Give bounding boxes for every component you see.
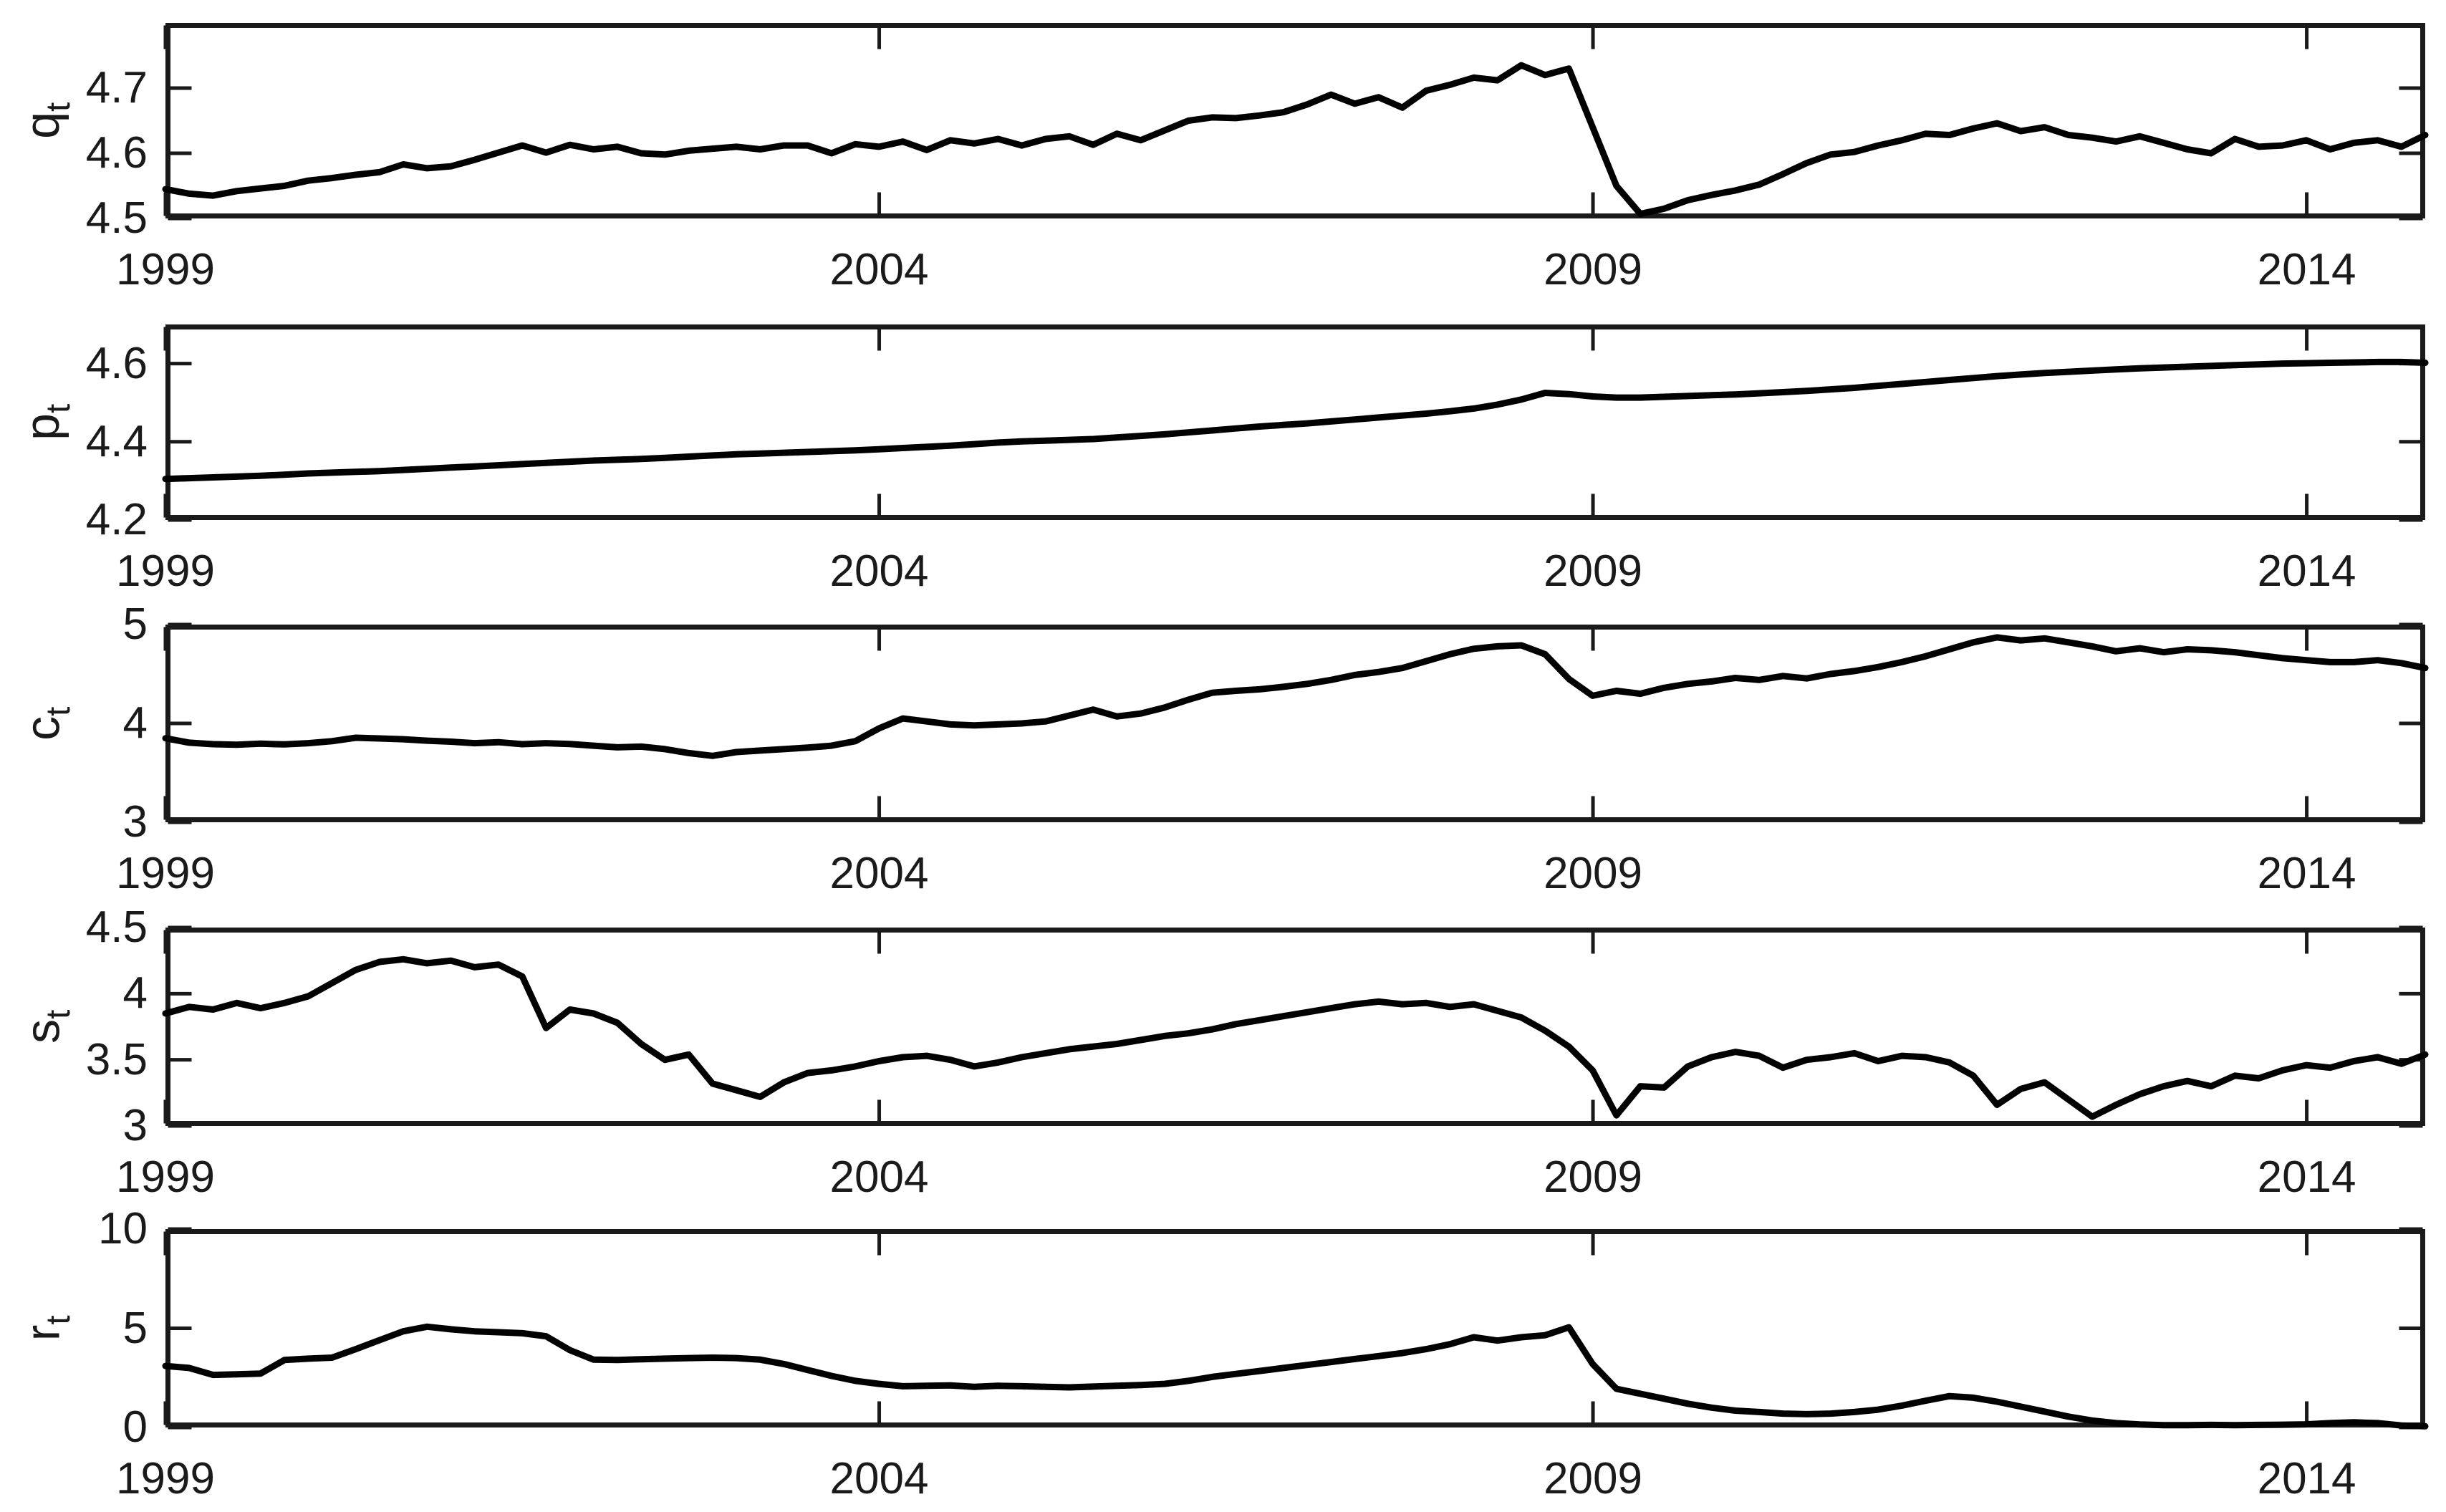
x-tick-label: 2009: [1544, 546, 1643, 596]
y-tick-label: 4.7: [85, 63, 148, 112]
x-tick-label: 1999: [116, 1152, 215, 1202]
series-line: [162, 634, 2429, 759]
x-tick-label: 2009: [1544, 1454, 1643, 1503]
series-line: [162, 955, 2429, 1120]
y-axis-label-subscript: t: [39, 706, 78, 716]
subplot-4-axes: [162, 925, 2429, 1128]
x-tick-label: 2004: [829, 245, 929, 294]
subplot-5-axes: [162, 1227, 2429, 1430]
y-axis-label-st: st: [0, 928, 93, 1126]
y-axis-label-pt: pt: [0, 324, 93, 520]
x-tick-label: 1999: [116, 245, 215, 294]
y-tick-label: 10: [98, 1204, 148, 1253]
y-axis-label-subscript: t: [39, 1009, 78, 1020]
x-tick-label: 2014: [2257, 1454, 2356, 1503]
y-axis-label-qt: qt: [0, 23, 93, 218]
y-tick-label: 4.5: [85, 193, 148, 243]
y-axis-label-text: ct: [15, 706, 79, 740]
y-tick-label: 4.6: [85, 128, 148, 178]
subplot-2-axes: [162, 324, 2429, 522]
axes-box: [165, 928, 2425, 1126]
series-line: [162, 62, 2429, 218]
y-axis-label-text: pt: [15, 404, 79, 440]
x-tick-label: 1999: [116, 1454, 215, 1503]
y-axis-label-text: qt: [15, 102, 79, 139]
x-tick-label: 2009: [1544, 245, 1643, 294]
y-axis-label-rt: rt: [0, 1229, 93, 1427]
x-tick-label: 1999: [116, 546, 215, 596]
y-axis-label-base: s: [15, 1019, 70, 1044]
x-tick-label: 2004: [829, 1152, 929, 1202]
x-tick-label: 2004: [829, 849, 929, 898]
y-axis-label-text: rt: [15, 1316, 79, 1342]
subplot-3-axes: [162, 622, 2429, 824]
axes-box: [165, 23, 2425, 218]
x-tick-label: 2009: [1544, 1152, 1643, 1202]
y-tick-label: 3: [122, 1101, 148, 1150]
axes-box: [165, 625, 2425, 822]
y-axis-label-base: p: [15, 413, 70, 441]
x-tick-label: 2009: [1544, 849, 1643, 898]
subplot-1-axes: [162, 23, 2429, 221]
y-axis-label-text: st: [15, 1010, 79, 1044]
axes-box: [165, 324, 2425, 520]
x-tick-label: 2004: [829, 1454, 929, 1503]
x-tick-label: 2014: [2257, 1152, 2356, 1202]
y-tick-label: 3.5: [85, 1034, 148, 1084]
x-tick-label: 1999: [116, 849, 215, 898]
y-axis-label-base: r: [15, 1324, 70, 1342]
y-tick-label: 4: [122, 968, 148, 1019]
y-tick-label: 4.2: [85, 495, 148, 544]
series-line: [162, 1323, 2429, 1430]
x-tick-label: 2004: [829, 546, 929, 596]
y-axis-label-subscript: t: [39, 1315, 78, 1325]
y-axis-label-subscript: t: [39, 403, 78, 414]
y-axis-label-subscript: t: [39, 102, 78, 112]
y-tick-label: 4: [122, 698, 148, 748]
x-tick-label: 2014: [2257, 546, 2356, 596]
y-tick-label: 3: [122, 797, 148, 847]
y-tick-label: 4.6: [85, 338, 148, 388]
y-tick-label: 5: [122, 599, 148, 649]
series-line: [162, 358, 2429, 483]
x-tick-label: 2014: [2257, 245, 2356, 294]
y-axis-label-ct: ct: [0, 625, 93, 822]
y-axis-label-base: q: [15, 112, 70, 140]
y-axis-label-base: c: [15, 716, 70, 741]
y-tick-label: 5: [122, 1303, 148, 1353]
y-tick-label: 0: [122, 1402, 148, 1452]
x-tick-label: 2014: [2257, 849, 2356, 898]
y-tick-label: 4.4: [85, 416, 148, 466]
axes-box: [165, 1229, 2425, 1427]
y-tick-label: 4.5: [85, 902, 148, 952]
